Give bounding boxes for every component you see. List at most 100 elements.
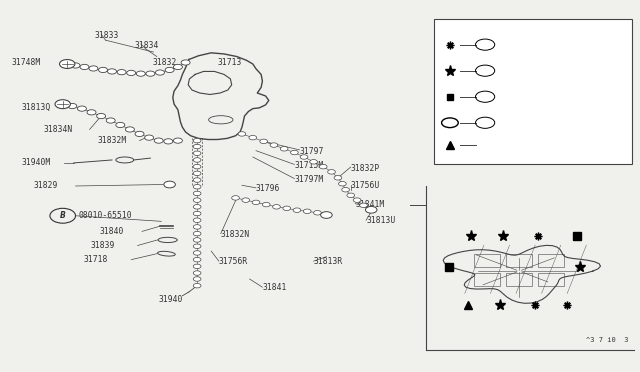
Text: 31797M: 31797M <box>294 175 324 184</box>
Bar <box>474 254 500 267</box>
Circle shape <box>68 103 77 109</box>
Circle shape <box>136 71 145 76</box>
Bar <box>434 19 632 164</box>
Circle shape <box>193 171 201 176</box>
Circle shape <box>156 70 164 75</box>
Circle shape <box>99 67 108 73</box>
Circle shape <box>127 70 136 76</box>
Text: 31834: 31834 <box>134 41 159 50</box>
Text: 31832P: 31832P <box>351 164 380 173</box>
Text: ^3 7 i0  3: ^3 7 i0 3 <box>586 337 628 343</box>
Text: 08120-64522: 08120-64522 <box>498 66 548 75</box>
Circle shape <box>193 178 201 182</box>
Text: 31832: 31832 <box>152 58 177 67</box>
Circle shape <box>135 131 144 137</box>
Circle shape <box>145 135 154 140</box>
Circle shape <box>283 206 291 211</box>
Circle shape <box>193 191 201 196</box>
Circle shape <box>262 202 270 207</box>
Text: 31756R: 31756R <box>219 257 248 266</box>
Text: 31940M: 31940M <box>22 158 51 167</box>
Circle shape <box>193 198 201 202</box>
Text: 08911-20610: 08911-20610 <box>498 92 548 101</box>
Text: 31713: 31713 <box>218 58 242 67</box>
Circle shape <box>117 70 126 75</box>
Circle shape <box>347 193 355 198</box>
Text: 08915-43610: 08915-43610 <box>498 118 548 127</box>
Circle shape <box>193 218 201 222</box>
Circle shape <box>154 138 163 143</box>
Circle shape <box>242 198 250 202</box>
Circle shape <box>164 181 175 188</box>
Circle shape <box>273 205 280 209</box>
Circle shape <box>291 150 298 155</box>
Text: 31841: 31841 <box>262 283 287 292</box>
Circle shape <box>319 164 327 169</box>
Circle shape <box>193 251 201 255</box>
Circle shape <box>58 102 67 107</box>
Text: B: B <box>60 211 66 220</box>
Circle shape <box>173 138 182 143</box>
Text: 31832M: 31832M <box>97 136 127 145</box>
Circle shape <box>270 143 278 147</box>
Text: 31813U: 31813U <box>366 217 396 225</box>
Circle shape <box>193 164 201 169</box>
Text: 31797: 31797 <box>300 147 324 155</box>
Text: 08010-65510: 08010-65510 <box>79 211 132 220</box>
Circle shape <box>193 151 201 155</box>
Text: W: W <box>447 120 453 125</box>
Circle shape <box>77 106 86 111</box>
Circle shape <box>252 200 260 205</box>
Circle shape <box>310 160 317 164</box>
Bar <box>474 273 500 286</box>
Circle shape <box>193 257 201 262</box>
Text: N: N <box>483 94 488 99</box>
Text: 31813Q: 31813Q <box>22 103 51 112</box>
Text: 31829: 31829 <box>33 182 58 190</box>
Circle shape <box>232 196 239 200</box>
Circle shape <box>293 208 301 212</box>
Circle shape <box>193 271 201 275</box>
Circle shape <box>193 264 201 269</box>
Bar <box>538 273 564 286</box>
Bar <box>538 254 564 267</box>
Circle shape <box>280 147 288 151</box>
Text: 08120-66022: 08120-66022 <box>498 40 548 49</box>
Circle shape <box>193 211 201 216</box>
Circle shape <box>342 187 349 192</box>
Circle shape <box>300 155 308 159</box>
Bar <box>506 254 532 267</box>
Text: 31833: 31833 <box>95 31 119 40</box>
Circle shape <box>80 64 89 70</box>
Circle shape <box>173 64 182 70</box>
Circle shape <box>87 110 96 115</box>
Circle shape <box>249 135 257 140</box>
Circle shape <box>60 60 75 68</box>
Circle shape <box>63 61 72 67</box>
Circle shape <box>321 212 332 218</box>
Circle shape <box>260 139 268 144</box>
Circle shape <box>165 67 174 73</box>
Text: 31813R: 31813R <box>314 257 343 266</box>
Circle shape <box>181 60 190 65</box>
Circle shape <box>193 185 201 189</box>
Text: 31839: 31839 <box>91 241 115 250</box>
Circle shape <box>323 213 330 217</box>
Circle shape <box>89 66 98 71</box>
Circle shape <box>55 100 70 109</box>
Circle shape <box>353 198 361 202</box>
Circle shape <box>116 122 125 128</box>
Text: 31834N: 31834N <box>44 125 73 134</box>
Bar <box>506 273 532 286</box>
Circle shape <box>193 205 201 209</box>
Circle shape <box>365 206 377 213</box>
Circle shape <box>193 283 201 288</box>
Circle shape <box>339 182 346 186</box>
Circle shape <box>193 158 201 162</box>
Circle shape <box>71 63 80 68</box>
Text: 31832N: 31832N <box>221 230 250 239</box>
Circle shape <box>360 203 367 208</box>
Text: 31841M: 31841M <box>355 200 385 209</box>
Circle shape <box>334 176 342 180</box>
Circle shape <box>146 71 155 76</box>
